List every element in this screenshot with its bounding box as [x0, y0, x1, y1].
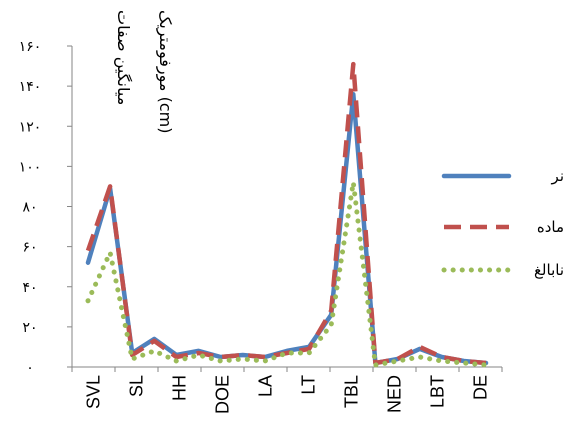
y-tick-label: ۱۲۰ — [19, 119, 42, 135]
x-tick-label: LA — [256, 375, 276, 397]
y-tick-label: ۱۰۰ — [19, 159, 42, 175]
legend: نر ماده نابالغ — [441, 167, 564, 279]
series-line-2 — [85, 61, 487, 366]
x-tick-label: DOE — [213, 375, 233, 414]
series-line-3 — [85, 179, 489, 368]
x-axis: SVL SL HH DOE LA LT TBL NED LBT DE — [71, 366, 503, 414]
x-tick-label: SL — [127, 375, 147, 397]
series-lines — [85, 61, 489, 368]
y-tick-label: ۸۰ — [22, 200, 37, 216]
legend-label: ماده — [537, 218, 564, 236]
y-axis-title-line: میانگین صفات — [113, 10, 133, 105]
y-tick-label: ۴۰ — [22, 280, 37, 296]
x-tick-label: LT — [299, 375, 319, 395]
legend-label: نابالغ — [534, 261, 564, 279]
y-axis-title-line: مورفومتریک (cm) — [155, 10, 175, 133]
x-tick-label: SVL — [84, 375, 104, 409]
y-tick-label: ۰ — [26, 360, 34, 376]
y-axis-label: میانگین صفات مورفومتریک (cm) — [113, 10, 175, 133]
y-tick-label: ۶۰ — [22, 240, 37, 256]
x-tick-label: NED — [385, 375, 405, 413]
legend-label: نر — [551, 167, 564, 185]
y-tick-label: ۲۰ — [22, 320, 37, 336]
x-tick-label: DE — [471, 375, 491, 400]
y-tick-label: ۱۴۰ — [19, 79, 42, 95]
x-tick-label: TBL — [342, 375, 362, 408]
x-tick-label: HH — [170, 375, 190, 401]
x-tick-label: LBT — [428, 375, 448, 408]
series-line-1 — [85, 91, 489, 366]
y-axis: ۰ ۲۰ ۴۰ ۶۰ ۸۰ ۱۰۰ ۱۲۰ ۱۴۰ ۱۶۰ — [19, 39, 73, 376]
y-tick-label: ۱۶۰ — [19, 39, 42, 55]
